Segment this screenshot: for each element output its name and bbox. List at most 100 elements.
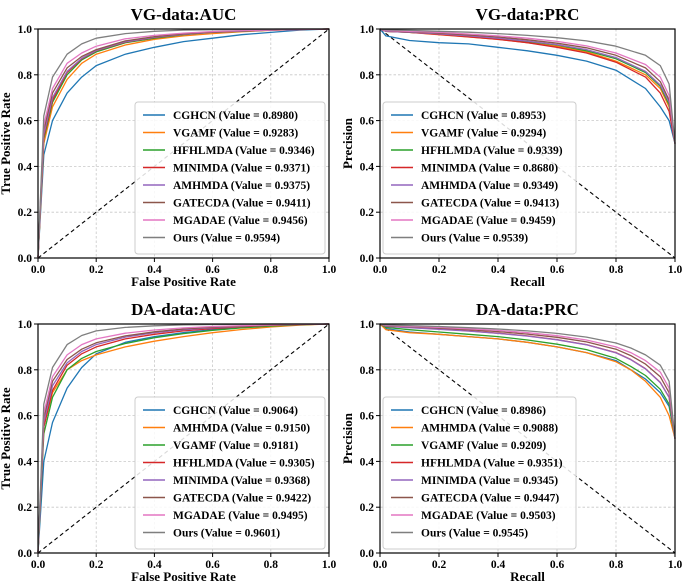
series-line-minimda [379,323,676,439]
y-tick-label: 0.2 [18,502,33,514]
legend-label-mgadae: MGADAE (Value = 0.9495) [173,510,308,522]
y-tick-label: 0.4 [360,456,375,468]
series-line-amhmda [37,323,330,554]
y-tick-label: 0.6 [360,116,375,128]
x-tick-label: 0.8 [609,264,624,276]
x-tick-label: 0.0 [373,264,388,276]
legend-label-ours: Ours (Value = 0.9539) [421,233,528,245]
legend-label-ours: Ours (Value = 0.9594) [173,233,280,245]
legend-label-ours: Ours (Value = 0.9601) [173,528,280,540]
legend-label-cghcn: CGHCN (Value = 0.8986) [421,405,546,417]
legend-box [134,396,326,550]
y-tick-label: 0.6 [18,411,33,423]
legend: CGHCN (Value = 0.8986) AMHMDA (Value = 0.… [382,396,577,550]
legend-label-cghcn: CGHCN (Value = 0.8953) [421,110,546,122]
y-tick-label: 0.0 [18,253,33,265]
y-tick-label: 1.0 [18,319,33,331]
y-tick-label: 0.2 [360,502,375,514]
x-axis-label: False Positive Rate [131,569,236,584]
legend: CGHCN (Value = 0.9064) AMHMDA (Value = 0.… [134,396,326,550]
series-line-mgadae [37,28,330,259]
x-tick-label: 0.0 [31,264,46,276]
chart-panel-1: VG-data:AUC 0.0 0.2 0.4 0.6 0.8 1.0 0.0 0.2 0.4 0.… [0,5,336,289]
x-tick-label: 0.6 [205,559,220,571]
x-tick-label: 0.2 [432,264,447,276]
chart-title: VG-data:PRC [476,5,580,24]
chart-panel-2: VG-data:PRC 0.0 0.2 0.4 0.6 0.8 1.0 0.0 0.2 0.4 0.… [340,5,682,289]
y-axis-label: True Positive Rate [0,92,13,195]
legend-label-gatecda: GATECDA (Value = 0.9411) [173,198,311,210]
legend-label-ours: Ours (Value = 0.9545) [421,528,528,540]
series-line-ours [379,28,676,144]
legend-label-amhmda: AMHMDA (Value = 0.9375) [173,180,310,192]
legend: CGHCN (Value = 0.8953) VGAMF (Value = 0.9… [382,101,577,255]
legend-label-minimda: MINIMDA (Value = 0.9371) [173,163,310,175]
legend-label-mgadae: MGADAE (Value = 0.9459) [421,215,556,227]
legend-label-cghcn: CGHCN (Value = 0.8980) [173,110,298,122]
plot-frame [379,28,676,259]
x-tick-label: 1.0 [322,559,337,571]
chart-panel-3: DA-data:AUC 0.0 0.2 0.4 0.6 0.8 1.0 0.0 0.2 0.4 0.… [0,300,336,584]
series-line-cghcn [37,28,330,259]
x-tick-label: 0.2 [432,559,447,571]
legend-box [382,396,577,550]
legend-label-vgamf: VGAMF (Value = 0.9181) [173,440,298,452]
x-tick-label: 1.0 [322,264,337,276]
series-line-mgadae [379,323,676,439]
x-tick-label: 0.4 [147,264,162,276]
x-tick-label: 0.4 [147,559,162,571]
chart-title: VG-data:AUC [131,5,237,24]
y-tick-label: 0.8 [18,365,33,377]
y-axis-label: True Positive Rate [0,387,13,490]
legend-label-minimda: MINIMDA (Value = 0.9368) [173,475,310,487]
x-tick-label: 0.4 [491,559,506,571]
x-tick-label: 0.2 [89,559,104,571]
series-line-mgadae [37,323,330,554]
chart-title: DA-data:AUC [131,300,236,319]
y-tick-label: 0.8 [18,70,33,82]
y-axis-label: Precision [340,117,355,169]
series-line-vgamf [37,323,330,554]
y-tick-label: 1.0 [360,24,375,36]
legend-label-gatecda: GATECDA (Value = 0.9447) [421,493,559,505]
legend-label-gatecda: GATECDA (Value = 0.9413) [421,198,559,210]
legend-label-vgamf: VGAMF (Value = 0.9283) [173,128,298,140]
y-axis-label: Precision [340,412,355,464]
y-tick-label: 1.0 [18,24,33,36]
legend-label-cghcn: CGHCN (Value = 0.9064) [173,405,298,417]
x-tick-label: 0.6 [550,559,565,571]
x-axis-label: False Positive Rate [131,274,236,289]
legend-label-hfhlmda: HFHLMDA (Value = 0.9351) [421,458,563,470]
series-line-amhmda [379,323,676,439]
x-tick-label: 0.4 [491,264,506,276]
y-tick-label: 0.0 [360,548,375,560]
chart-panel-4: DA-data:PRC 0.0 0.2 0.4 0.6 0.8 1.0 0.0 0.2 0.4 0.… [340,300,682,584]
series-line-vgamf [379,323,676,439]
legend-box [382,101,577,255]
chart-title: DA-data:PRC [476,300,579,319]
series-line-cghcn [379,28,676,144]
legend-label-mgadae: MGADAE (Value = 0.9456) [173,215,308,227]
legend-label-vgamf: VGAMF (Value = 0.9294) [421,128,546,140]
legend-label-hfhlmda: HFHLMDA (Value = 0.9346) [173,145,315,157]
x-tick-label: 0.6 [550,264,565,276]
x-tick-label: 0.8 [264,264,279,276]
diagonal-reference-line [379,28,676,259]
x-tick-label: 1.0 [668,264,683,276]
y-tick-label: 0.6 [360,411,375,423]
plot-frame [379,323,676,554]
legend-label-hfhlmda: HFHLMDA (Value = 0.9339) [421,145,563,157]
legend-label-amhmda: AMHMDA (Value = 0.9088) [421,423,558,435]
x-tick-label: 0.8 [264,559,279,571]
x-tick-label: 0.8 [609,559,624,571]
legend-label-minimda: MINIMDA (Value = 0.9345) [421,475,558,487]
y-tick-label: 0.4 [18,161,33,173]
y-tick-label: 0.4 [18,456,33,468]
y-tick-label: 1.0 [360,319,375,331]
series-line-mgadae [379,28,676,144]
x-tick-label: 0.2 [89,264,104,276]
y-tick-label: 0.6 [18,116,33,128]
x-tick-label: 0.0 [373,559,388,571]
legend-label-hfhlmda: HFHLMDA (Value = 0.9305) [173,458,315,470]
